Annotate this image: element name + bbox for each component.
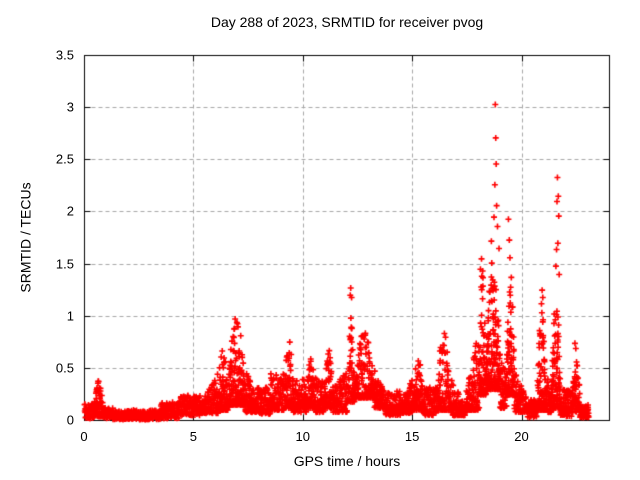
chart-title: Day 288 of 2023, SRMTID for receiver pvo… xyxy=(210,14,484,30)
y-tick-label: 0.5 xyxy=(55,360,74,376)
y-tick-label: 0 xyxy=(66,412,74,428)
y-tick-label: 2 xyxy=(66,203,74,219)
y-tick-label: 3 xyxy=(66,99,74,115)
y-tick-label: 1 xyxy=(66,308,74,324)
y-tick-label: 2.5 xyxy=(55,151,74,167)
x-tick-label: 10 xyxy=(295,429,310,444)
x-tick-label: 15 xyxy=(404,429,420,444)
y-tick-label: 3.5 xyxy=(55,47,74,63)
y-axis-label: SRMTID / TECUs xyxy=(17,182,34,293)
x-tick-label: 20 xyxy=(514,429,529,444)
y-tick-label: 1.5 xyxy=(55,256,74,272)
x-axis-label: GPS time / hours xyxy=(293,453,401,469)
x-tick-label: 0 xyxy=(80,429,88,444)
x-tick-label: 5 xyxy=(189,429,197,444)
